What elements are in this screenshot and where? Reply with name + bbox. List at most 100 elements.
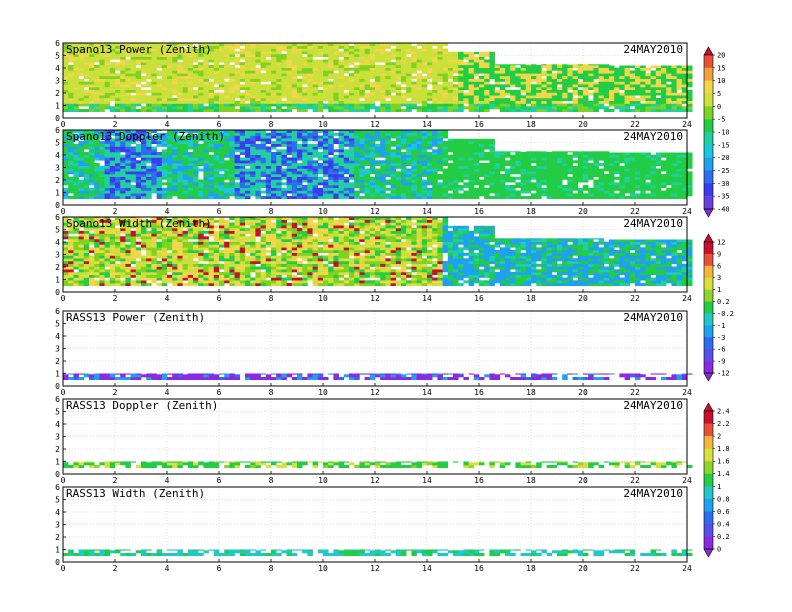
data-cell bbox=[453, 92, 459, 96]
data-cell bbox=[349, 160, 355, 164]
data-cell bbox=[453, 185, 459, 188]
data-cell bbox=[468, 95, 475, 99]
data-cell bbox=[557, 157, 563, 161]
data-cell bbox=[172, 89, 178, 93]
data-cell bbox=[297, 171, 303, 175]
data-cell bbox=[588, 67, 594, 71]
data-cell bbox=[135, 62, 142, 66]
data-cell bbox=[666, 103, 672, 107]
data-cell bbox=[182, 196, 189, 199]
data-cell bbox=[151, 103, 157, 107]
data-cell bbox=[245, 168, 251, 172]
data-cell bbox=[390, 163, 397, 166]
data-cell bbox=[333, 149, 339, 153]
data-cell bbox=[432, 176, 438, 180]
data-cell bbox=[63, 152, 69, 155]
data-cell bbox=[676, 76, 683, 79]
data-cell bbox=[109, 81, 116, 85]
data-cell bbox=[447, 182, 454, 186]
data-cell bbox=[333, 132, 339, 136]
data-cell bbox=[473, 65, 480, 68]
data-cell bbox=[68, 81, 74, 85]
data-cell bbox=[354, 168, 360, 172]
data-cell bbox=[473, 103, 480, 107]
data-cell bbox=[245, 141, 251, 144]
data-cell bbox=[104, 190, 111, 194]
data-cell bbox=[281, 76, 287, 79]
data-cell bbox=[94, 182, 100, 186]
data-cell bbox=[640, 98, 646, 101]
data-cell bbox=[442, 130, 449, 133]
data-cell bbox=[390, 100, 397, 104]
data-cell bbox=[73, 185, 79, 188]
data-cell bbox=[177, 67, 183, 71]
data-cell bbox=[645, 106, 651, 110]
data-cell bbox=[281, 48, 287, 52]
data-cell bbox=[182, 56, 189, 60]
data-cell bbox=[104, 157, 111, 161]
data-cell bbox=[354, 196, 360, 199]
data-cell bbox=[73, 109, 79, 112]
data-cell bbox=[546, 103, 553, 107]
data-cell bbox=[687, 78, 693, 82]
data-cell bbox=[312, 100, 319, 104]
data-cell bbox=[255, 185, 261, 188]
data-cell bbox=[297, 138, 303, 142]
data-cell bbox=[640, 84, 646, 88]
data-cell bbox=[307, 187, 313, 191]
data-cell bbox=[94, 149, 100, 153]
data-cell bbox=[338, 171, 345, 175]
data-cell bbox=[557, 176, 563, 180]
data-cell bbox=[234, 43, 241, 46]
data-cell bbox=[546, 67, 553, 71]
data-cell bbox=[427, 73, 433, 77]
data-cell bbox=[395, 84, 402, 88]
data-cell bbox=[676, 84, 683, 88]
data-cell bbox=[499, 92, 506, 96]
data-cell bbox=[255, 179, 261, 183]
data-cell bbox=[291, 185, 298, 188]
data-cell bbox=[375, 43, 381, 46]
data-cell bbox=[317, 95, 324, 99]
data-cell bbox=[172, 163, 178, 166]
data-cell bbox=[219, 165, 225, 169]
data-cell bbox=[302, 92, 308, 96]
data-cell bbox=[525, 67, 532, 71]
data-cell bbox=[130, 70, 137, 74]
data-cell bbox=[401, 174, 407, 177]
data-cell bbox=[151, 146, 157, 150]
data-cell bbox=[83, 73, 90, 77]
data-cell bbox=[250, 182, 256, 186]
data-cell bbox=[531, 171, 537, 175]
data-cell bbox=[635, 103, 641, 107]
data-cell bbox=[328, 56, 334, 60]
data-cell bbox=[671, 67, 677, 71]
data-cell bbox=[375, 109, 381, 112]
data-cell bbox=[624, 87, 631, 90]
data-cell bbox=[525, 76, 532, 79]
data-cell bbox=[432, 141, 438, 144]
data-cell bbox=[479, 87, 485, 90]
data-cell bbox=[125, 179, 131, 183]
data-cell bbox=[354, 65, 360, 68]
data-cell bbox=[349, 73, 355, 77]
data-cell bbox=[515, 154, 521, 158]
data-cell bbox=[83, 132, 90, 136]
data-cell bbox=[203, 160, 209, 164]
data-cell bbox=[546, 190, 553, 194]
data-cell bbox=[104, 92, 111, 96]
data-cell bbox=[83, 138, 90, 142]
data-cell bbox=[156, 135, 163, 139]
data-cell bbox=[99, 84, 105, 88]
data-cell bbox=[375, 132, 381, 136]
data-cell bbox=[125, 160, 131, 164]
data-cell bbox=[94, 179, 100, 183]
data-cell bbox=[442, 179, 449, 183]
data-cell bbox=[655, 81, 662, 85]
data-cell bbox=[364, 95, 371, 99]
data-cell bbox=[562, 176, 568, 180]
data-cell bbox=[635, 84, 641, 88]
data-cell bbox=[536, 84, 542, 88]
data-cell bbox=[510, 185, 516, 188]
data-cell bbox=[286, 182, 293, 186]
